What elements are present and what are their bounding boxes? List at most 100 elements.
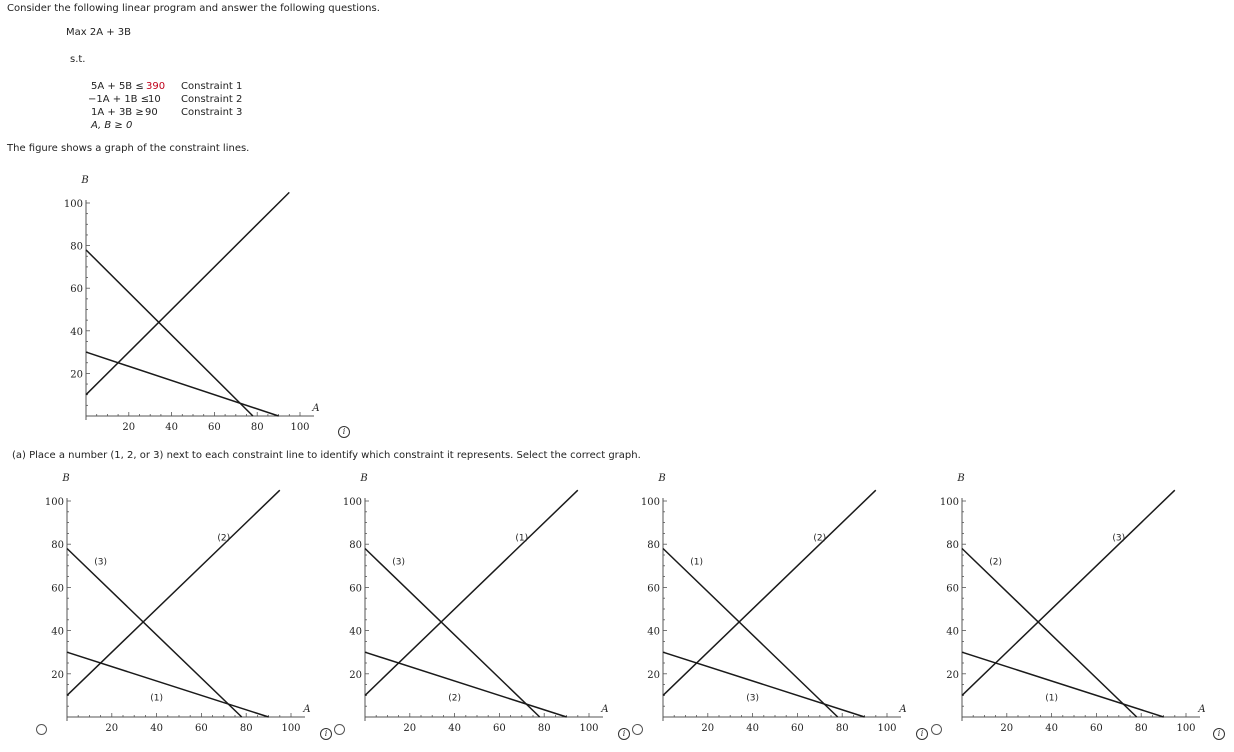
y-tick-label: 60 [647,583,660,594]
y-tick-label: 20 [946,670,959,681]
y-tick-label: 40 [51,627,64,638]
y-tick-label: 60 [349,583,362,594]
constraint-label: (1) [515,534,528,544]
subject-to-label: s.t. [70,54,86,65]
constraint-1-name: Constraint 1 [181,81,243,92]
constraint-label: (3) [1112,534,1125,544]
x-tick-label: 100 [281,723,300,734]
y-axis-label: B [61,473,69,484]
constraint-label: (1) [1045,694,1058,704]
constraint-label: (2) [217,534,230,544]
x-tick-label: 40 [150,723,163,734]
x-tick-label: 60 [493,723,506,734]
constraint-label: (2) [813,534,826,544]
x-tick-label: 60 [1090,723,1103,734]
constraint-label: (2) [448,694,461,704]
constraint-3-rhs: 90 [145,107,158,118]
y-tick-label: 60 [946,583,959,594]
constraint-2-lhs: −1A + 1B ≤ [88,94,150,105]
x-tick-label: 20 [105,723,118,734]
y-axis-label: B [956,473,964,484]
constraint-line-1 [66,547,243,718]
y-tick-label: 80 [51,540,64,551]
option-1-info-icon[interactable]: i [320,728,332,740]
constraint-line-2 [364,489,579,696]
option-3-info-icon[interactable]: i [916,728,928,740]
y-tick-label: 20 [647,670,660,681]
x-tick-label: 20 [122,422,135,433]
y-tick-label: 40 [647,627,660,638]
constraint-line-1 [85,249,254,417]
y-tick-label: 40 [946,627,959,638]
constraint-line-3 [364,651,567,718]
y-tick-label: 100 [940,497,959,508]
constraint-label: (3) [392,557,405,567]
option-4-radio[interactable] [931,724,942,735]
y-axis-label: B [80,175,88,186]
y-tick-label: 40 [349,627,362,638]
constraint-line-1 [662,547,839,718]
y-axis-label: B [657,473,665,484]
constraint-line-1 [364,547,541,718]
constraint-label: (3) [746,694,759,704]
x-tick-label: 40 [1045,723,1058,734]
option-4-info-icon[interactable]: i [1213,728,1225,740]
y-tick-label: 100 [64,199,83,210]
constraint-2-name: Constraint 2 [181,94,243,105]
x-tick-label: 100 [877,723,896,734]
constraint-line-3 [66,651,269,718]
x-tick-label: 100 [290,422,309,433]
y-tick-label: 20 [51,670,64,681]
constraint-label: (3) [94,557,107,567]
y-tick-label: 100 [641,497,660,508]
x-tick-label: 40 [448,723,461,734]
constraint-line-2 [66,489,281,696]
x-tick-label: 80 [240,723,253,734]
y-tick-label: 80 [349,540,362,551]
x-tick-label: 20 [701,723,714,734]
x-tick-label: 80 [1135,723,1148,734]
y-tick-label: 100 [45,497,64,508]
x-axis-label: A [311,403,319,414]
constraint-line-3 [662,651,865,718]
option-2-info-icon[interactable]: i [618,728,630,740]
info-icon[interactable]: i [338,426,350,438]
y-tick-label: 80 [647,540,660,551]
x-axis-label: A [1197,704,1205,715]
y-tick-label: 40 [70,327,83,338]
constraint-line-2 [961,489,1176,696]
y-tick-label: 20 [70,369,83,380]
constraint-line-3 [961,651,1164,718]
question-a: (a) Place a number (1, 2, or 3) next to … [12,450,641,461]
constraint-2-rhs: 10 [148,94,161,105]
x-axis-label: A [302,704,310,715]
constraint-label: (2) [989,557,1002,567]
x-tick-label: 20 [403,723,416,734]
constraint-3-name: Constraint 3 [181,107,243,118]
x-tick-label: 60 [195,723,208,734]
constraint-1-lhs: 5A + 5B ≤ [91,81,144,92]
y-tick-label: 100 [343,497,362,508]
constraint-line-2 [85,191,290,396]
constraint-1-rhs: 390 [146,81,166,92]
option-2-radio[interactable] [334,724,345,735]
constraint-label: (1) [150,694,163,704]
constraint-label: (1) [690,557,703,567]
x-tick-label: 80 [538,723,551,734]
x-axis-label: A [600,704,608,715]
option-3-radio[interactable] [632,724,643,735]
x-tick-label: 60 [208,422,221,433]
x-tick-label: 40 [165,422,178,433]
x-tick-label: 80 [251,422,264,433]
constraint-line-1 [961,547,1138,718]
constraint-line-2 [662,489,877,696]
y-tick-label: 60 [70,284,83,295]
y-axis-label: B [359,473,367,484]
option-1-radio[interactable] [36,724,47,735]
x-tick-label: 100 [1176,723,1195,734]
y-tick-label: 80 [946,540,959,551]
